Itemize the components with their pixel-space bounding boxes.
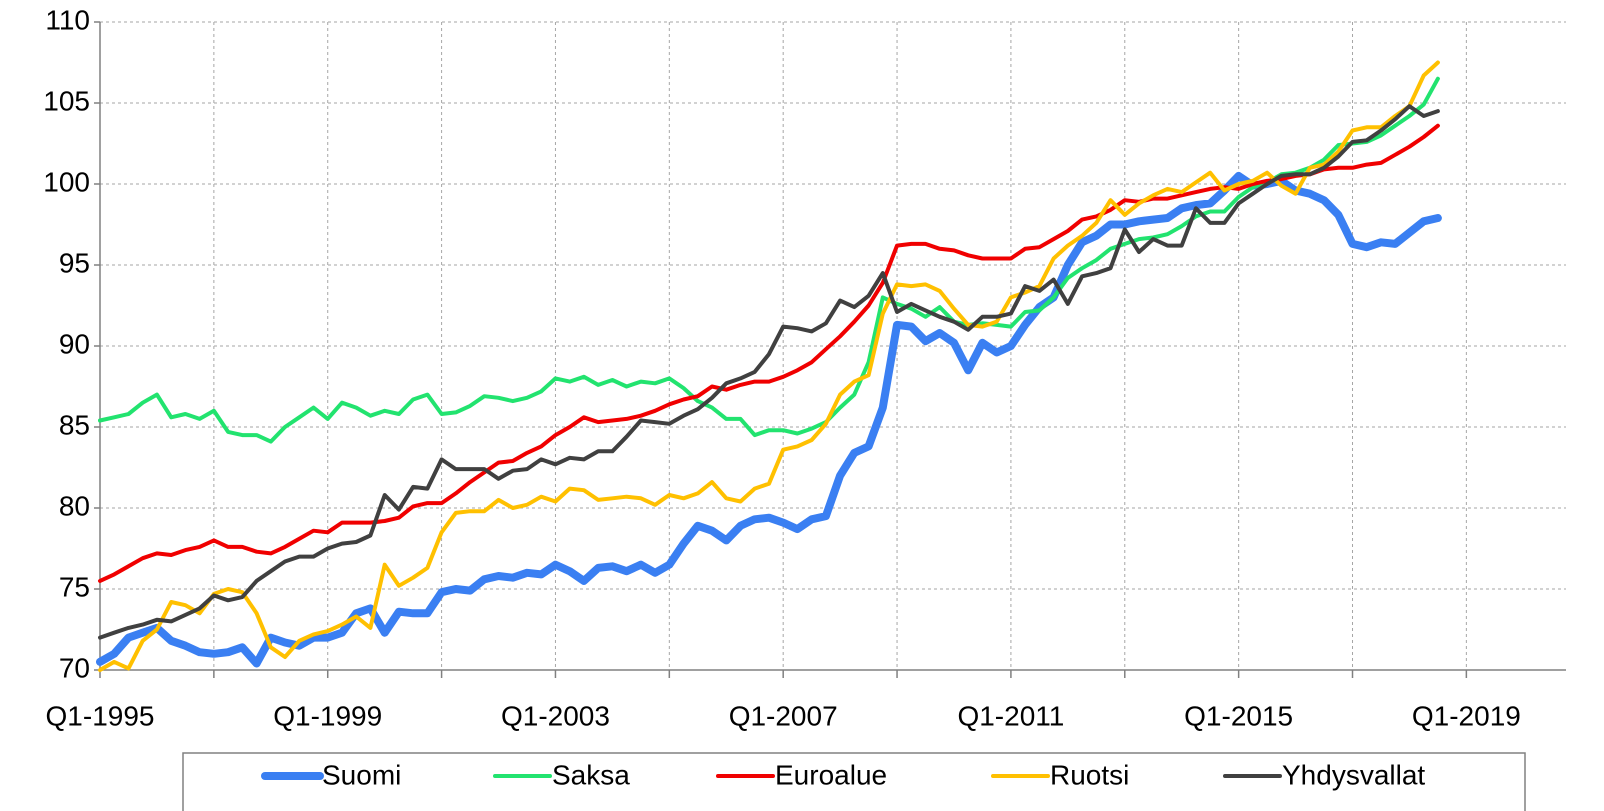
y-tick-label: 75 xyxy=(59,571,90,602)
y-tick-label: 110 xyxy=(45,4,90,35)
y-tick-label: 90 xyxy=(59,328,90,359)
y-tick-label: 70 xyxy=(59,652,90,683)
x-tick-label: Q1-1999 xyxy=(273,700,382,731)
y-tick-label: 85 xyxy=(59,409,90,440)
series-line xyxy=(98,60,1440,672)
series-line xyxy=(98,104,1440,640)
x-tick-label: Q1-2003 xyxy=(501,700,610,731)
legend-label: Saksa xyxy=(552,759,630,790)
legend-box xyxy=(182,752,1526,811)
legend-label: Ruotsi xyxy=(1050,759,1129,790)
x-tick-label: Q1-2007 xyxy=(729,700,838,731)
y-tick-label: 80 xyxy=(59,490,90,521)
x-tick-label: Q1-2019 xyxy=(1412,700,1521,731)
series-line xyxy=(98,76,1440,444)
x-tick-label: Q1-2015 xyxy=(1184,700,1293,731)
y-tick-label: 105 xyxy=(43,85,90,116)
series-line xyxy=(96,171,1442,668)
x-tick-label: Q1-2011 xyxy=(957,700,1064,731)
series-line xyxy=(98,123,1440,583)
x-tick-label: Q1-1995 xyxy=(46,700,155,731)
legend-label: Yhdysvallat xyxy=(1282,759,1425,790)
legend-label: Suomi xyxy=(322,759,401,790)
y-tick-label: 100 xyxy=(43,166,90,197)
legend-label: Euroalue xyxy=(775,759,887,790)
y-tick-label: 95 xyxy=(59,247,90,278)
